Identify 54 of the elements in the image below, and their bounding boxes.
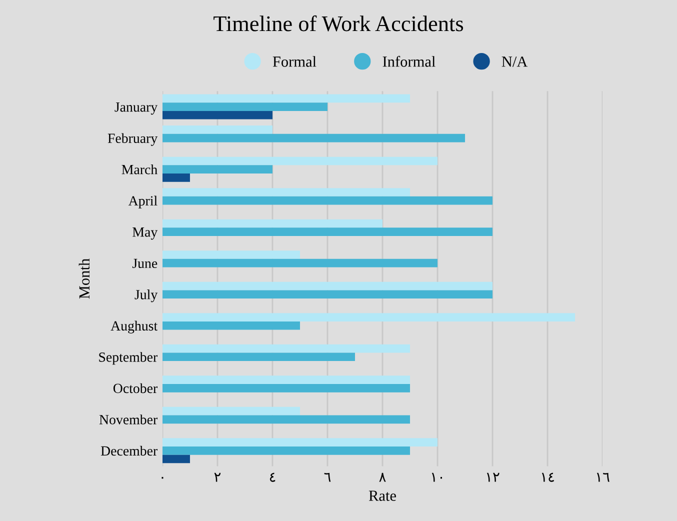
y-tick-label: June — [132, 258, 158, 268]
x-tick-label: ١٠ — [432, 472, 442, 482]
bar — [162, 344, 410, 353]
x-tick-label: ٦ — [324, 472, 331, 482]
y-tick-label: December — [100, 446, 158, 456]
bar — [162, 258, 438, 268]
bar — [162, 219, 383, 228]
bar — [162, 282, 493, 290]
y-tick-label: January — [114, 102, 158, 115]
bar — [162, 250, 300, 259]
x-tick-label: ٢ — [214, 472, 221, 482]
y-tick-label: March — [122, 164, 158, 174]
bar — [162, 94, 410, 103]
bar — [162, 321, 300, 330]
y-tick-label: April — [128, 196, 158, 208]
y-tick-label: May — [132, 228, 158, 240]
bar — [162, 454, 190, 464]
legend-label: Formal — [272, 56, 316, 67]
bar — [162, 290, 493, 299]
bar — [162, 228, 493, 236]
x-tick-label: ٨ — [379, 472, 386, 482]
bar — [162, 156, 438, 166]
bar — [162, 173, 190, 182]
bar — [162, 313, 576, 322]
y-tick-label: October — [113, 383, 158, 394]
bar — [162, 415, 410, 424]
x-tick-label: ١٢ — [486, 472, 500, 482]
bar — [162, 126, 272, 134]
chart-title: Timeline of Work Accidents — [214, 15, 464, 32]
bar — [162, 110, 272, 120]
bar — [162, 438, 438, 446]
y-tick-label: February — [108, 133, 158, 146]
bar — [162, 165, 272, 174]
x-tick-label: ١٤ — [542, 472, 554, 482]
y-tick-label: September — [99, 352, 158, 365]
y-tick-label: Aughust — [110, 320, 158, 334]
x-tick-label: ٤ — [270, 472, 276, 482]
x-axis-title: Rate — [368, 490, 396, 501]
x-tick-label: ٠ — [162, 476, 164, 479]
legend-label: N/A — [502, 56, 528, 67]
bar — [162, 352, 355, 362]
y-tick-label: July — [134, 290, 158, 302]
bar — [162, 376, 410, 384]
y-tick-label: November — [99, 414, 158, 424]
x-tick-label: ١٦ — [596, 472, 610, 482]
bar — [162, 134, 466, 142]
bar — [162, 406, 300, 416]
legend-label: Informal — [382, 56, 436, 67]
bar — [162, 196, 493, 205]
bar — [162, 102, 328, 111]
bar — [162, 188, 410, 196]
y-axis-title: Month — [78, 258, 90, 299]
bar — [162, 384, 410, 392]
bar — [162, 446, 410, 455]
